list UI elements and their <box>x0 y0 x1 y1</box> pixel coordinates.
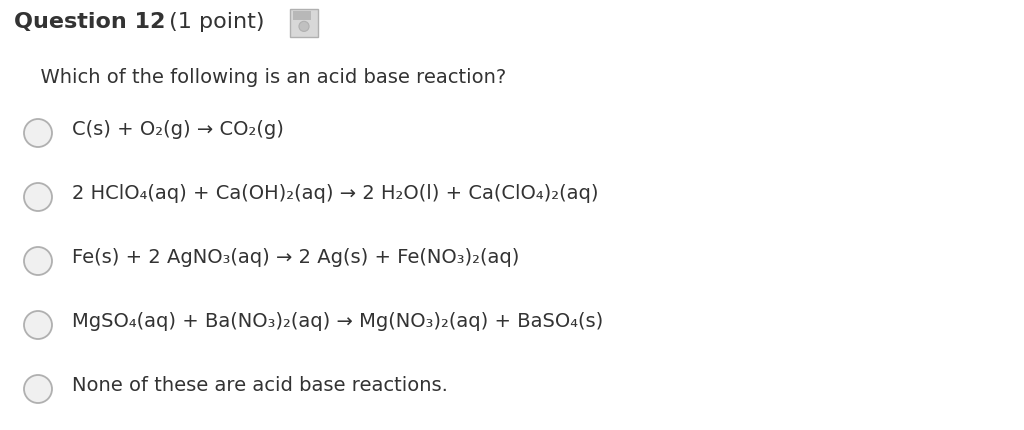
Text: (1 point): (1 point) <box>162 12 264 32</box>
Text: Which of the following is an acid base reaction?: Which of the following is an acid base r… <box>28 68 506 87</box>
FancyBboxPatch shape <box>290 10 318 38</box>
Circle shape <box>299 22 309 32</box>
Circle shape <box>24 375 52 403</box>
Circle shape <box>24 184 52 212</box>
Text: Question 12: Question 12 <box>14 12 165 32</box>
Text: None of these are acid base reactions.: None of these are acid base reactions. <box>72 375 447 394</box>
Circle shape <box>24 247 52 275</box>
Circle shape <box>24 120 52 147</box>
Text: C(s) + O₂(g) → CO₂(g): C(s) + O₂(g) → CO₂(g) <box>72 120 284 139</box>
Text: MgSO₄(aq) + Ba(NO₃)₂(aq) → Mg(NO₃)₂(aq) + BaSO₄(s): MgSO₄(aq) + Ba(NO₃)₂(aq) → Mg(NO₃)₂(aq) … <box>72 311 603 330</box>
Text: Fe(s) + 2 AgNO₃(aq) → 2 Ag(s) + Fe(NO₃)₂(aq): Fe(s) + 2 AgNO₃(aq) → 2 Ag(s) + Fe(NO₃)₂… <box>72 247 519 266</box>
FancyBboxPatch shape <box>293 12 311 21</box>
Text: 2 HClO₄(aq) + Ca(OH)₂(aq) → 2 H₂O(l) + Ca(ClO₄)₂(aq): 2 HClO₄(aq) + Ca(OH)₂(aq) → 2 H₂O(l) + C… <box>72 184 598 203</box>
Circle shape <box>24 311 52 339</box>
